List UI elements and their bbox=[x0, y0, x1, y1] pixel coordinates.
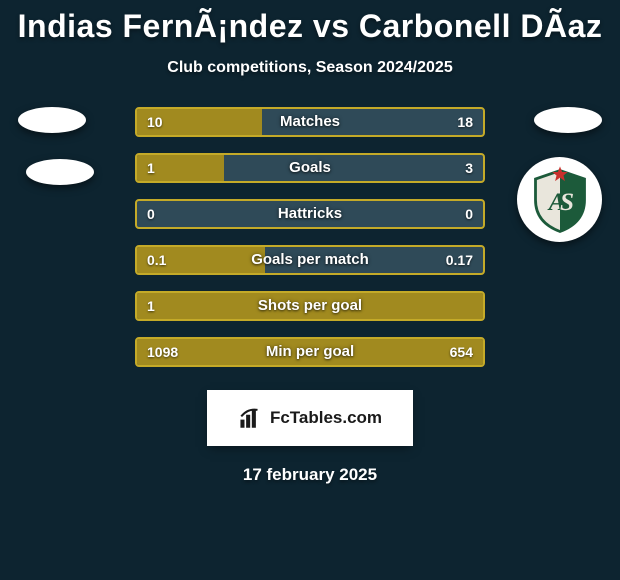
stat-right-value: 3 bbox=[455, 155, 483, 181]
page-title: Indias FernÃ¡ndez vs Carbonell DÃ­az bbox=[0, 0, 620, 45]
stat-right-value: 0.17 bbox=[436, 247, 483, 273]
stat-bar: 1098Min per goal654 bbox=[135, 337, 485, 367]
stat-label: Min per goal bbox=[137, 339, 483, 365]
stat-label: Goals bbox=[137, 155, 483, 181]
source-badge: FcTables.com bbox=[210, 393, 410, 443]
bars-chart-icon bbox=[238, 405, 264, 431]
stat-right-value: 0 bbox=[455, 201, 483, 227]
shield-icon: A S bbox=[525, 165, 595, 235]
stat-label: Hattricks bbox=[137, 201, 483, 227]
stat-label: Matches bbox=[137, 109, 483, 135]
subtitle: Club competitions, Season 2024/2025 bbox=[0, 59, 620, 77]
stat-label: Shots per goal bbox=[137, 293, 483, 319]
source-label: FcTables.com bbox=[270, 408, 382, 428]
player1-avatar-placeholder bbox=[18, 107, 86, 133]
stat-bar: 1Goals3 bbox=[135, 153, 485, 183]
stat-right-value: 18 bbox=[447, 109, 483, 135]
stat-right-value: 654 bbox=[440, 339, 483, 365]
stat-bar: 0Hattricks0 bbox=[135, 199, 485, 229]
stat-bar: 1Shots per goal bbox=[135, 291, 485, 321]
player1-club-placeholder bbox=[26, 159, 94, 185]
player2-club-crest: A S bbox=[517, 157, 602, 242]
svg-text:S: S bbox=[560, 188, 574, 215]
stat-bar: 0.1Goals per match0.17 bbox=[135, 245, 485, 275]
stat-bar: 10Matches18 bbox=[135, 107, 485, 137]
snapshot-date: 17 february 2025 bbox=[0, 465, 620, 485]
player2-avatar-placeholder bbox=[534, 107, 602, 133]
stat-label: Goals per match bbox=[137, 247, 483, 273]
comparison-chart: A S 10Matches18 1Goals3 0Hattricks0 0.1Goal… bbox=[0, 107, 620, 387]
bars-container: 10Matches18 1Goals3 0Hattricks0 0.1Goals pe… bbox=[135, 107, 485, 387]
